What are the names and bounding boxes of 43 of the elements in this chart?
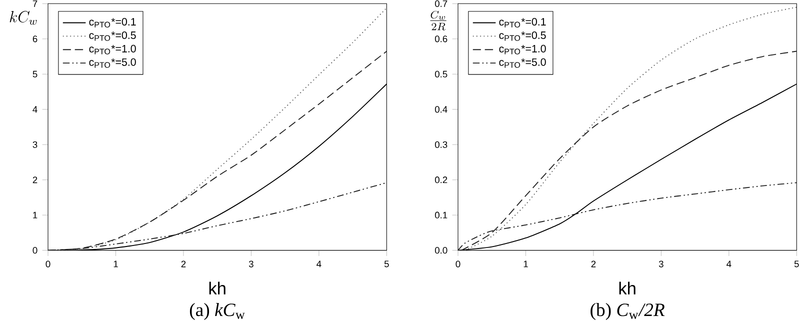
- y-tick-label: 0.4: [434, 106, 448, 113]
- y-tick-label: 0.2: [434, 176, 448, 184]
- x-tick-label: 0: [46, 260, 50, 268]
- legend-label: c$_{PTO}$*=0.5: [89, 31, 136, 41]
- x-tick-label: 1: [524, 260, 528, 268]
- text: (b) C$_{w}$/2R: [590, 303, 665, 320]
- y-axis-title: $\frac{C_w}{2R}$: [430, 10, 446, 30]
- legend-label: c$_{PTO}$*=5.0: [89, 58, 136, 68]
- y-tick-label: 5: [32, 70, 38, 78]
- x-axis-title: kh: [619, 282, 636, 294]
- text: (a) kC$_{w}$: [190, 303, 245, 320]
- y-tick-label: 0.0: [434, 247, 448, 254]
- legend-label: c$_{PTO}$*=0.1: [499, 18, 546, 28]
- y-tick-label: 4: [32, 106, 38, 113]
- x-tick-label: 2: [181, 260, 186, 268]
- y-tick-label: 3: [32, 141, 38, 148]
- x-tick-label: 0: [456, 260, 460, 268]
- x-tick-label: 3: [248, 260, 254, 268]
- legend-label: c$_{PTO}$*=1.0: [89, 44, 136, 54]
- x-tick-label: 1: [114, 260, 118, 268]
- y-tick-label: 0.5: [434, 70, 448, 78]
- y-tick-label: 6: [32, 36, 38, 42]
- legend-label: c$_{PTO}$*=1.0: [499, 44, 546, 54]
- y-tick-label: 2: [32, 176, 38, 184]
- y-tick-label: 0.1: [434, 212, 448, 218]
- x-tick-label: 5: [384, 260, 389, 268]
- x-tick-label: 5: [794, 260, 799, 268]
- x-tick-label: 2: [591, 260, 596, 268]
- y-tick-label: 1: [33, 212, 38, 218]
- line-series: [464, 6, 797, 250]
- y-tick-label: 0.7: [434, 0, 448, 7]
- y-tick-label: 0: [32, 247, 38, 254]
- y-tick-label: 0.3: [434, 141, 448, 148]
- x-tick-label: 3: [658, 260, 664, 268]
- legend-label: c$_{PTO}$*=5.0: [499, 58, 546, 68]
- x-tick-label: 4: [726, 260, 732, 268]
- x-axis-title: kh: [209, 282, 226, 294]
- legend-label: c$_{PTO}$*=0.1: [89, 18, 136, 28]
- y-axis-title: $kC_w$: [10, 10, 37, 25]
- y-tick-label: 0.6: [434, 36, 448, 42]
- x-tick-label: 4: [316, 260, 322, 268]
- y-tick-label: 7: [32, 0, 38, 7]
- legend-label: c$_{PTO}$*=0.5: [499, 31, 546, 41]
